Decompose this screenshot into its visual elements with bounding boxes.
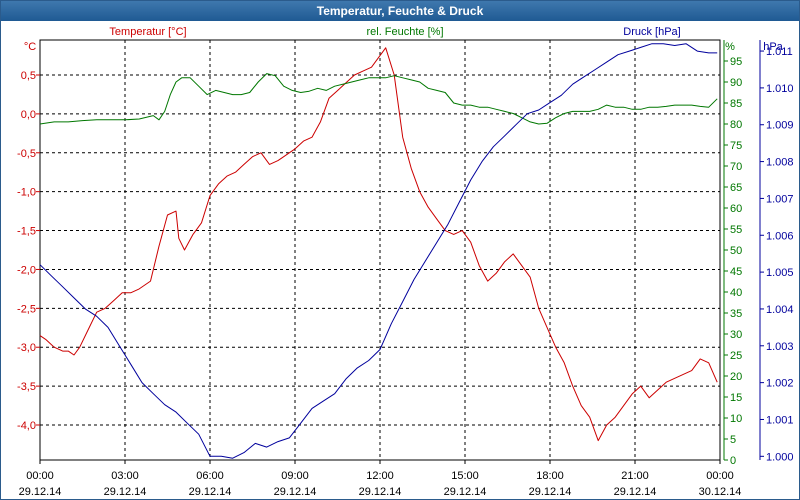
temperature-tick-label: -2,0 (17, 264, 36, 276)
series-group (39, 43, 718, 459)
x-tick-label: 00:00 (706, 470, 734, 482)
axes-group: 00:00 29.12.14 03:00 29.12.14 06:00 29.12.14 0… (17, 40, 794, 498)
humidity-tick-label: 50 (730, 245, 742, 257)
humidity-tick-label: 5 (730, 434, 736, 446)
temperature-tick-label: -0,5 (17, 148, 36, 160)
humidity-unit: % (725, 41, 735, 53)
pressure-line (39, 43, 718, 459)
temperature-tick-label: -1,0 (17, 187, 36, 199)
humidity-tick-label: 40 (730, 287, 742, 299)
humidity-tick-label: 75 (730, 140, 742, 152)
humidity-line (39, 73, 718, 125)
x-tick-date: 30.12.14 (699, 486, 742, 498)
x-tick-label: 15:00 (451, 470, 479, 482)
x-tick-date: 29.12.14 (529, 486, 572, 498)
temperature-tick-label: -2,5 (17, 303, 36, 315)
pressure-tick-label: 1.000 (766, 451, 794, 463)
x-tick-date: 29.12.14 (104, 486, 147, 498)
humidity-tick-label: 45 (730, 266, 742, 278)
window-title: Temperatur, Feuchte & Druck (1, 1, 799, 21)
temperature-tick-label: 0,5 (21, 70, 36, 82)
x-tick-label: 00:00 (26, 470, 54, 482)
temperature-tick-label: -3,0 (17, 342, 36, 354)
x-tick-label: 18:00 (536, 470, 564, 482)
humidity-tick-label: 30 (730, 329, 742, 341)
humidity-tick-label: 25 (730, 350, 742, 362)
humidity-tick-label: 15 (730, 392, 742, 404)
x-tick-date: 29.12.14 (614, 486, 657, 498)
x-tick-date: 29.12.14 (189, 486, 232, 498)
temperature-unit: °C (24, 41, 36, 53)
humidity-tick-label: 10 (730, 413, 742, 425)
x-tick-label: 09:00 (281, 470, 309, 482)
pressure-tick-label: 1.001 (766, 414, 794, 426)
humidity-tick-label: 95 (730, 56, 742, 68)
x-tick-date: 29.12.14 (359, 486, 402, 498)
pressure-tick-label: 1.003 (766, 341, 794, 353)
humidity-tick-label: 0 (730, 455, 736, 467)
temperature-tick-label: 0,0 (21, 109, 36, 121)
pressure-tick-label: 1.007 (766, 193, 794, 205)
temperature-tick-label: -3,5 (17, 381, 36, 393)
pressure-unit: hPa (763, 41, 783, 53)
humidity-tick-label: 85 (730, 98, 742, 110)
humidity-tick-label: 90 (730, 77, 742, 89)
temperature-line (39, 47, 718, 442)
humidity-tick-label: 80 (730, 119, 742, 131)
humidity-tick-label: 55 (730, 224, 742, 236)
x-tick-date: 29.12.14 (444, 486, 487, 498)
x-tick-date: 29.12.14 (274, 486, 317, 498)
humidity-axis-title: rel. Feuchte [%] (366, 26, 443, 38)
pressure-tick-label: 1.006 (766, 230, 794, 242)
pressure-tick-label: 1.010 (766, 83, 794, 95)
humidity-tick-label: 65 (730, 182, 742, 194)
x-tick-label: 06:00 (196, 470, 224, 482)
pressure-tick-label: 1.005 (766, 267, 794, 279)
pressure-tick-label: 1.009 (766, 120, 794, 132)
pressure-tick-label: 1.004 (766, 304, 794, 316)
humidity-tick-label: 35 (730, 308, 742, 320)
pressure-axis-title: Druck [hPa] (623, 26, 680, 38)
pressure-tick-label: 1.011 (766, 46, 793, 58)
grid (40, 40, 720, 460)
x-tick-label: 12:00 (366, 470, 394, 482)
x-tick-label: 03:00 (111, 470, 139, 482)
x-tick-date: 29.12.14 (19, 486, 62, 498)
x-tick-label: 21:00 (621, 470, 649, 482)
temperature-tick-label: -4,0 (17, 420, 36, 432)
temperature-axis-title: Temperatur [°C] (109, 26, 186, 38)
temperature-tick-label: -1,5 (17, 226, 36, 238)
humidity-tick-label: 20 (730, 371, 742, 383)
pressure-tick-label: 1.008 (766, 157, 794, 169)
humidity-tick-label: 60 (730, 203, 742, 215)
pressure-tick-label: 1.002 (766, 378, 794, 390)
humidity-tick-label: 70 (730, 161, 742, 173)
